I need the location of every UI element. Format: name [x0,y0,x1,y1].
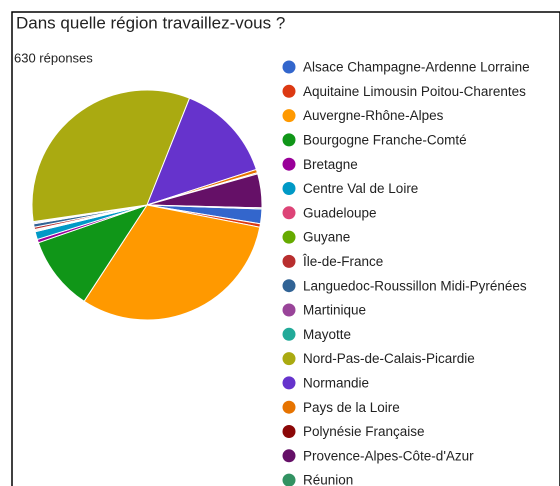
legend-label: Île-de-France [302,254,383,269]
legend-swatch [282,133,296,147]
legend-swatch [282,473,296,486]
legend-swatch [282,352,296,366]
legend-swatch [282,303,296,317]
legend-label: Alsace Champagne-Ardenne Lorraine [303,60,530,75]
legend-label: Auvergne-Rhône-Alpes [303,108,444,123]
legend-swatch [282,254,296,268]
legend-swatch [282,425,296,438]
legend-label: Guyane [303,230,350,245]
legend-label: Pays de la Loire [303,400,400,415]
legend-label: Nord-Pas-de-Calais-Picardie [303,351,475,366]
pie-slice [83,204,261,321]
frame [11,11,560,486]
legend-label: Languedoc-Roussillon Midi-Pyrénées [303,278,527,293]
legend-swatch [282,206,296,220]
legend-swatch [282,400,296,414]
legend-swatch [282,182,296,195]
legend-swatch [282,60,296,74]
legend-swatch [282,449,296,463]
legend-swatch [282,109,296,123]
pie-slice [146,204,263,210]
legend-label: Bretagne [303,157,358,172]
legend-swatch [282,84,296,98]
pie-slice [31,89,191,223]
legend-swatch [282,327,296,341]
legend-swatch [282,230,296,244]
legend-swatch [282,376,296,390]
legend-label: Réunion [303,473,353,486]
legend-label: Aquitaine Limousin Poitou-Charentes [303,84,526,99]
response-count: 630 réponses [14,50,93,65]
legend-label: Polynésie Française [303,424,425,439]
chart-title: Dans quelle région travaillez-vous ? [16,13,285,32]
legend-label: Normandie [303,375,369,390]
legend-label: Mayotte [303,327,351,342]
legend-label: Centre Val de Loire [303,181,418,196]
legend-label: Guadeloupe [303,205,377,220]
legend-swatch [282,157,296,171]
legend-label: Martinique [303,303,366,318]
legend-swatch [282,279,296,293]
pie-slice [37,204,149,302]
legend-label: Bourgogne Franche-Comté [303,132,467,147]
legend-label: Provence-Alpes-Côte-d'Azur [303,448,474,463]
